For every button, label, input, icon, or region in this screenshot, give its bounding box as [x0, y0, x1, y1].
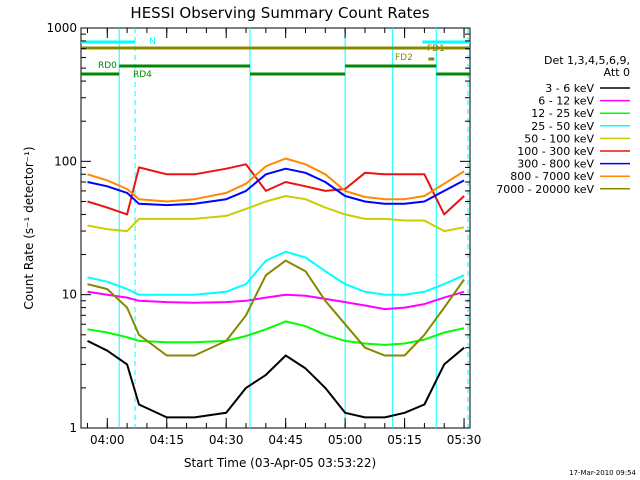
series-line	[87, 167, 465, 207]
y-tick-label: 1000	[46, 21, 77, 35]
x-tick-label: 05:15	[387, 433, 422, 447]
x-tick-label: 05:00	[328, 433, 363, 447]
x-axis-label: Start Time (03-Apr-05 03:53:22)	[184, 456, 376, 470]
y-axis-label: Count Rate (s⁻¹ detector⁻¹)	[22, 146, 36, 309]
y-tick-label: 1	[69, 421, 77, 435]
legend-label: 300 - 800 keV	[517, 158, 594, 171]
x-tick-label: 04:30	[209, 433, 244, 447]
legend-label: 800 - 7000 keV	[510, 170, 594, 183]
legend-label: 7000 - 20000 keV	[496, 183, 594, 196]
x-tick-label: 04:15	[149, 433, 184, 447]
x-tick-label: 04:00	[90, 433, 125, 447]
x-tick-label: 04:45	[268, 433, 303, 447]
y-tick-label: 10	[62, 288, 77, 302]
flag-label: FD1	[427, 44, 445, 54]
x-tick-label: 05:30	[447, 433, 482, 447]
legend-header: Det 1,3,4,5,6,9,	[544, 54, 630, 67]
plot-border	[80, 27, 471, 429]
legend-header: Att 0	[604, 66, 630, 79]
legend-label: 6 - 12 keV	[538, 95, 594, 108]
flag-label: FD2	[395, 53, 413, 63]
series-line	[87, 157, 465, 203]
series-line	[87, 320, 465, 346]
flag-label: RD0	[98, 61, 117, 71]
axes: 1 10 100 1000 04:00 04:15 04:30 04:45 05:00 05:15…	[46, 21, 481, 447]
legend-label: 25 - 50 keV	[531, 120, 594, 133]
vertical-markers	[118, 28, 469, 428]
series-lines	[87, 157, 465, 419]
series-line	[87, 259, 465, 357]
series-line	[87, 290, 465, 311]
y-tick-label: 100	[54, 154, 77, 168]
chart-title: HESSI Observing Summary Count Rates	[130, 4, 429, 22]
legend-label: 50 - 100 keV	[524, 132, 594, 145]
footer-date: 17-Mar-2010 09:54	[569, 469, 636, 477]
flag-label: RD4	[133, 70, 152, 80]
series-line	[87, 340, 465, 419]
series-line	[87, 195, 465, 233]
legend-label: 100 - 300 keV	[517, 145, 594, 158]
series-line	[87, 250, 465, 296]
plot-area	[80, 27, 471, 429]
legend-label: 3 - 6 keV	[545, 82, 594, 95]
legend-label: 12 - 25 keV	[531, 107, 594, 120]
flag-bars: N FD1 FD2 RD0 RD4	[81, 37, 470, 80]
flag-label: N	[149, 37, 156, 47]
series-line	[87, 163, 465, 216]
